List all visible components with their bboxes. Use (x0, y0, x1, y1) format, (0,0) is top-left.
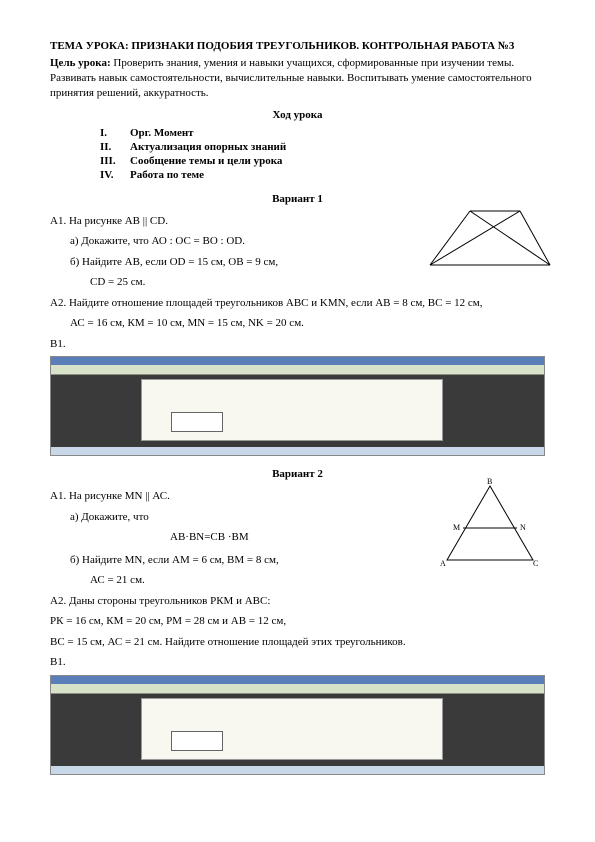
plan-text: Работа по теме (130, 169, 204, 181)
label-B: B (487, 478, 492, 486)
v1-a2-2: АС = 16 см, КМ = 10 см, MN = 15 см, NK =… (70, 315, 545, 332)
v1-b1: В1. (50, 336, 545, 353)
label-A: A (440, 559, 446, 568)
v2-a2-3: ВС = 15 см, АС = 21 см. Найдите отношени… (50, 634, 545, 651)
plan-text: Актуализация опорных знаний (130, 141, 286, 153)
plan-item: III. Сообщение темы и цели урока (100, 155, 545, 167)
goal-text: Проверить знания, умения и навыки учащих… (50, 57, 532, 99)
plan-num: III. (100, 155, 130, 167)
plan-item: II. Актуализация опорных знаний (100, 141, 545, 153)
plan-num: IV. (100, 169, 130, 181)
embedded-screenshot-2 (50, 675, 545, 775)
v2-b1: В1. (50, 654, 545, 671)
plan-item: IV. Работа по теме (100, 169, 545, 181)
trapezoid-figure (425, 203, 555, 273)
label-M: M (453, 523, 460, 532)
plan-item: I. Орг. Момент (100, 127, 545, 139)
v1-a2-1: А2. Найдите отношение площадей треугольн… (50, 295, 545, 312)
lesson-plan: I. Орг. Момент II. Актуализация опорных … (100, 127, 545, 181)
goal-label: Цель урока: (50, 57, 111, 69)
plan-num: I. (100, 127, 130, 139)
plan-text: Сообщение темы и цели урока (130, 155, 282, 167)
progress-heading: Ход урока (50, 109, 545, 121)
v2-a1-b2: АС = 21 см. (90, 572, 545, 589)
variant2-block: B M N A C А1. На рисунке MN || АС. а) До… (50, 488, 545, 671)
label-N: N (520, 523, 526, 532)
label-C: C (533, 559, 538, 568)
triangle-figure: B M N A C (435, 478, 545, 573)
v1-a1-b2: CD = 25 см. (90, 274, 545, 291)
v2-a2-2: PК = 16 см, КМ = 20 см, РМ = 28 см и АВ … (50, 613, 545, 630)
lesson-title: ТЕМА УРОКА: ПРИЗНАКИ ПОДОБИЯ ТРЕУГОЛЬНИК… (50, 40, 545, 52)
lesson-goal: Цель урока: Проверить знания, умения и н… (50, 56, 545, 101)
embedded-screenshot-1 (50, 356, 545, 456)
variant1-block: А1. На рисунке АВ || CD. а) Докажите, чт… (50, 213, 545, 353)
plan-text: Орг. Момент (130, 127, 194, 139)
plan-num: II. (100, 141, 130, 153)
v2-a2-1: А2. Даны стороны треугольников PКМ и АВС… (50, 593, 545, 610)
